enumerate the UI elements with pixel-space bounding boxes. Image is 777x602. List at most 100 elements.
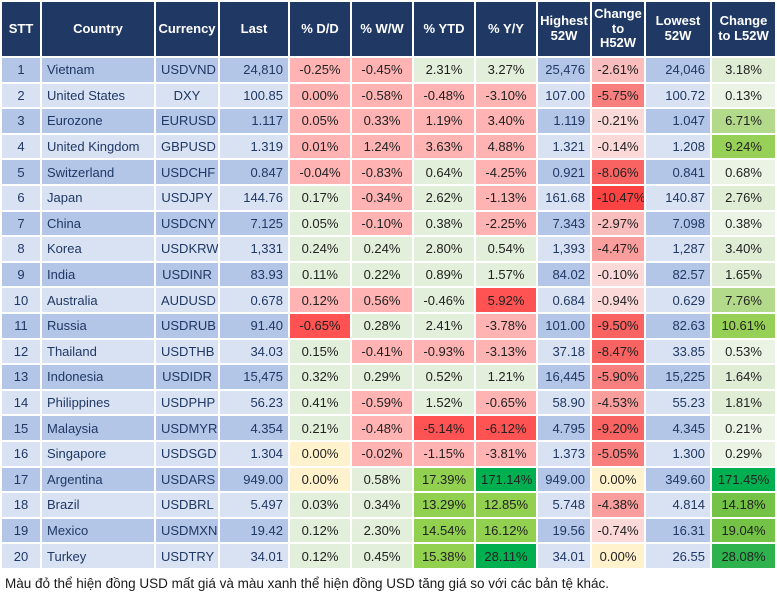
cell-dd: 0.00% xyxy=(290,83,350,108)
cell-dd: 0.00% xyxy=(290,441,350,466)
cell-currency: USDINR xyxy=(156,262,218,287)
cell-ytd: 14.54% xyxy=(414,518,474,543)
table-row: 10 Australia AUDUSD 0.678 0.12% 0.56% -0.46% 5.… xyxy=(2,288,775,312)
cell-country: Malaysia xyxy=(42,416,154,440)
cell-high52: 1.119 xyxy=(538,109,590,133)
cell-high52: 0.684 xyxy=(538,288,590,312)
cell-ww: -0.45% xyxy=(352,58,412,82)
header-row: STT Country Currency Last% D/D% W/W% YTD% Y… xyxy=(2,2,775,56)
cell-last: 5.497 xyxy=(220,493,288,517)
cell-ww: 0.34% xyxy=(352,493,412,517)
cell-yy: -3.81% xyxy=(476,441,536,466)
cell-high52: 16,445 xyxy=(538,365,590,389)
cell-chg_h: -0.94% xyxy=(592,288,644,312)
cell-high52: 1.321 xyxy=(538,134,590,159)
cell-ww: -0.83% xyxy=(352,160,412,184)
cell-chg_h: -2.97% xyxy=(592,211,644,236)
cell-low52: 33.85 xyxy=(646,339,710,364)
cell-yy: 3.27% xyxy=(476,58,536,82)
cell-last: 83.93 xyxy=(220,262,288,287)
cell-country: Thailand xyxy=(42,339,154,364)
cell-yy: -6.12% xyxy=(476,416,536,440)
cell-currency: DXY xyxy=(156,83,218,108)
cell-currency: USDPHP xyxy=(156,390,218,415)
cell-low52: 55.23 xyxy=(646,390,710,415)
cell-ww: 1.24% xyxy=(352,134,412,159)
cell-dd: 0.41% xyxy=(290,390,350,415)
column-header-ww: % W/W xyxy=(352,2,412,56)
cell-low52: 82.63 xyxy=(646,313,710,338)
cell-last: 949.00 xyxy=(220,467,288,492)
cell-dd: -0.65% xyxy=(290,313,350,338)
cell-country: Indonesia xyxy=(42,365,154,389)
cell-country: Russia xyxy=(42,313,154,338)
cell-stt: 19 xyxy=(2,518,40,543)
cell-ww: 0.56% xyxy=(352,288,412,312)
cell-last: 0.847 xyxy=(220,160,288,184)
cell-yy: 0.54% xyxy=(476,237,536,261)
table-body: 1 Vietnam USDVND 24,810 -0.25% -0.45% 2.31% 3.2… xyxy=(2,58,775,568)
cell-chg_h: -5.05% xyxy=(592,441,644,466)
cell-chg_l: 2.76% xyxy=(712,185,775,210)
cell-low52: 1.208 xyxy=(646,134,710,159)
cell-yy: -3.13% xyxy=(476,339,536,364)
table-row: 11 Russia USDRUB 91.40 -0.65% 0.28% 2.41% -3.78… xyxy=(2,313,775,338)
cell-stt: 10 xyxy=(2,288,40,312)
cell-yy: 4.88% xyxy=(476,134,536,159)
cell-chg_h: -9.50% xyxy=(592,313,644,338)
cell-ytd: 13.29% xyxy=(414,493,474,517)
cell-currency: USDCHF xyxy=(156,160,218,184)
column-header-ytd: % YTD xyxy=(414,2,474,56)
cell-yy: 5.92% xyxy=(476,288,536,312)
cell-ytd: 0.52% xyxy=(414,365,474,389)
cell-high52: 25,476 xyxy=(538,58,590,82)
cell-last: 7.125 xyxy=(220,211,288,236)
table-row: 15 Malaysia USDMYR 4.354 0.21% -0.48% -5.14% -6… xyxy=(2,416,775,440)
cell-low52: 7.098 xyxy=(646,211,710,236)
cell-last: 4.354 xyxy=(220,416,288,440)
cell-dd: 0.12% xyxy=(290,288,350,312)
cell-country: Argentina xyxy=(42,467,154,492)
cell-last: 34.03 xyxy=(220,339,288,364)
cell-low52: 349.60 xyxy=(646,467,710,492)
cell-high52: 58.90 xyxy=(538,390,590,415)
cell-country: Japan xyxy=(42,185,154,210)
cell-dd: 0.12% xyxy=(290,518,350,543)
cell-dd: 0.05% xyxy=(290,211,350,236)
cell-ytd: 0.64% xyxy=(414,160,474,184)
cell-high52: 161.68 xyxy=(538,185,590,210)
cell-ww: 0.28% xyxy=(352,313,412,338)
cell-yy: -0.65% xyxy=(476,390,536,415)
column-header-dd: % D/D xyxy=(290,2,350,56)
cell-dd: 0.01% xyxy=(290,134,350,159)
cell-chg_l: 14.18% xyxy=(712,493,775,517)
cell-stt: 18 xyxy=(2,493,40,517)
cell-chg_h: -4.47% xyxy=(592,237,644,261)
cell-yy: -3.78% xyxy=(476,313,536,338)
cell-chg_h: -4.53% xyxy=(592,390,644,415)
table-row: 5 Switzerland USDCHF 0.847 -0.04% -0.83% 0.64%… xyxy=(2,160,775,184)
column-header-currency: Currency xyxy=(156,2,218,56)
cell-chg_l: 1.64% xyxy=(712,365,775,389)
cell-chg_h: -8.06% xyxy=(592,160,644,184)
table-row: 17 Argentina USDARS 949.00 0.00% 0.58% 17.39% 1… xyxy=(2,467,775,492)
cell-country: United States xyxy=(42,83,154,108)
cell-chg_h: -5.75% xyxy=(592,83,644,108)
cell-chg_h: -0.10% xyxy=(592,262,644,287)
cell-country: Switzerland xyxy=(42,160,154,184)
table-row: 20 Turkey USDTRY 34.01 0.12% 0.45% 15.38% 28.11… xyxy=(2,544,775,568)
cell-currency: USDKRW xyxy=(156,237,218,261)
cell-stt: 17 xyxy=(2,467,40,492)
cell-chg_h: -5.90% xyxy=(592,365,644,389)
cell-chg_h: -8.47% xyxy=(592,339,644,364)
cell-country: India xyxy=(42,262,154,287)
cell-low52: 24,046 xyxy=(646,58,710,82)
cell-low52: 140.87 xyxy=(646,185,710,210)
cell-stt: 6 xyxy=(2,185,40,210)
cell-yy: -3.10% xyxy=(476,83,536,108)
cell-currency: USDCNY xyxy=(156,211,218,236)
cell-ww: 2.30% xyxy=(352,518,412,543)
cell-low52: 0.841 xyxy=(646,160,710,184)
cell-ytd: 0.89% xyxy=(414,262,474,287)
